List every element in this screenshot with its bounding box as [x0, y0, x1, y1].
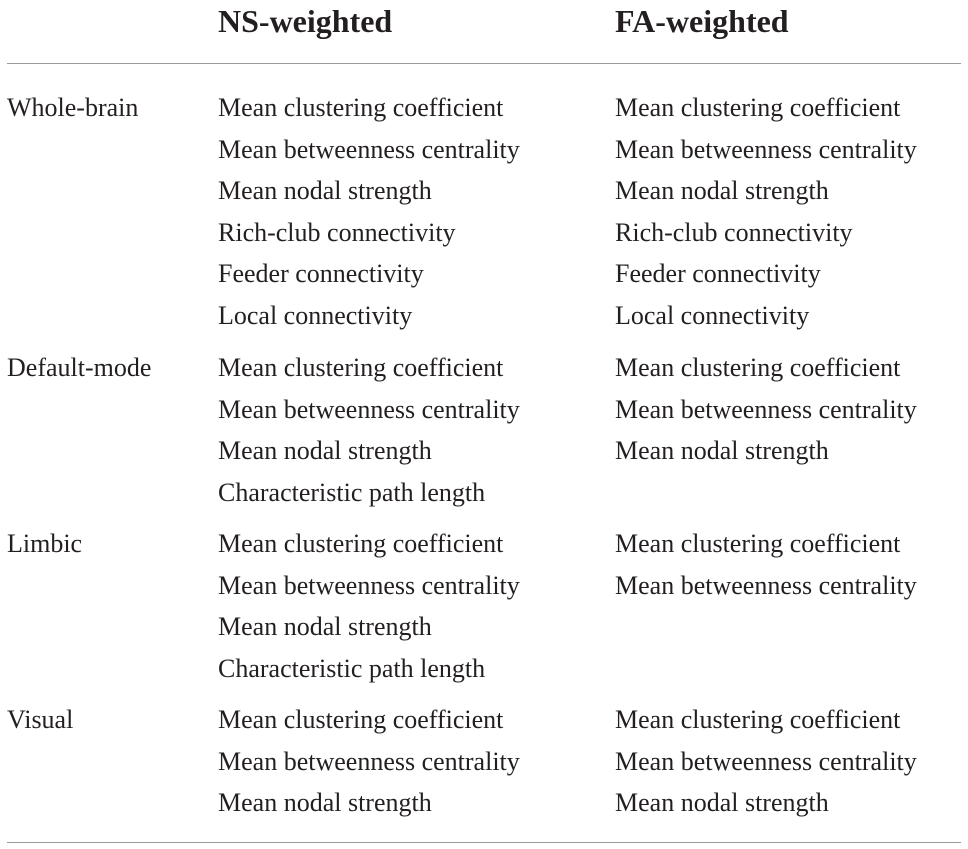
ns-metrics-list: Mean clustering coefficient Mean between… — [218, 87, 520, 336]
metric-cell: Mean nodal strength — [615, 436, 829, 465]
metric-cell: Mean betweenness centrality — [615, 570, 917, 600]
ns-metrics-list: Mean clustering coefficient Mean between… — [218, 699, 520, 824]
fa-metrics-list: Mean clustering coefficient Mean between… — [615, 523, 917, 606]
ns-metrics-list: Mean clustering coefficient Mean between… — [218, 523, 520, 689]
metric-cell: Mean clustering coefficient — [615, 93, 901, 122]
metric-cell: Mean clustering coefficient — [218, 529, 504, 558]
metric-cell: Mean betweenness centrality — [615, 746, 917, 776]
metric-cell: Mean nodal strength — [615, 176, 829, 205]
metric-cell: Mean nodal strength — [218, 436, 432, 465]
metric-cell: Local connectivity — [218, 300, 413, 330]
table-header: NS-weighted FA-weighted — [0, 0, 968, 64]
fa-weighted-header: FA-weighted — [615, 3, 789, 39]
metric-cell: Feeder connectivity — [218, 259, 424, 288]
metric-cell: Mean betweenness centrality — [218, 394, 520, 424]
footer-rule — [7, 842, 961, 843]
metric-cell: Mean betweenness centrality — [218, 746, 520, 776]
ns-metrics-list: Mean clustering coefficient Mean between… — [218, 347, 520, 513]
metric-cell: Mean betweenness centrality — [615, 134, 917, 164]
metric-cell: Feeder connectivity — [615, 259, 821, 288]
ns-weighted-header: NS-weighted — [218, 3, 393, 39]
metric-cell: Characteristic path length — [218, 653, 486, 683]
metric-cell: Mean nodal strength — [218, 176, 432, 205]
fa-metrics-list: Mean clustering coefficient Mean between… — [615, 699, 917, 824]
metric-cell: Mean betweenness centrality — [615, 394, 917, 424]
group-label: Whole-brain — [7, 93, 139, 122]
fa-metrics-list: Mean clustering coefficient Mean between… — [615, 87, 917, 336]
metric-cell: Mean nodal strength — [218, 612, 432, 641]
metric-cell: Local connectivity — [615, 300, 810, 330]
metric-cell: Mean clustering coefficient — [218, 353, 504, 382]
metric-cell: Mean nodal strength — [615, 788, 829, 817]
metric-cell: Rich-club connectivity — [218, 217, 456, 247]
metric-cell: Mean nodal strength — [218, 788, 432, 817]
metric-cell: Mean clustering coefficient — [218, 705, 504, 734]
metric-cell: Mean clustering coefficient — [615, 529, 901, 558]
group-label: Default-mode — [7, 353, 152, 382]
header-rule — [7, 63, 961, 64]
metric-cell: Mean clustering coefficient — [615, 353, 901, 382]
metric-cell: Rich-club connectivity — [615, 217, 853, 247]
metric-cell: Mean betweenness centrality — [218, 134, 520, 164]
group-label: Visual — [7, 705, 74, 734]
metric-cell: Mean clustering coefficient — [218, 93, 504, 122]
fa-metrics-list: Mean clustering coefficient Mean between… — [615, 347, 917, 472]
metric-cell: Characteristic path length — [218, 477, 486, 507]
metric-cell: Mean betweenness centrality — [218, 570, 520, 600]
metric-cell: Mean clustering coefficient — [615, 705, 901, 734]
group-label: Limbic — [7, 529, 83, 558]
